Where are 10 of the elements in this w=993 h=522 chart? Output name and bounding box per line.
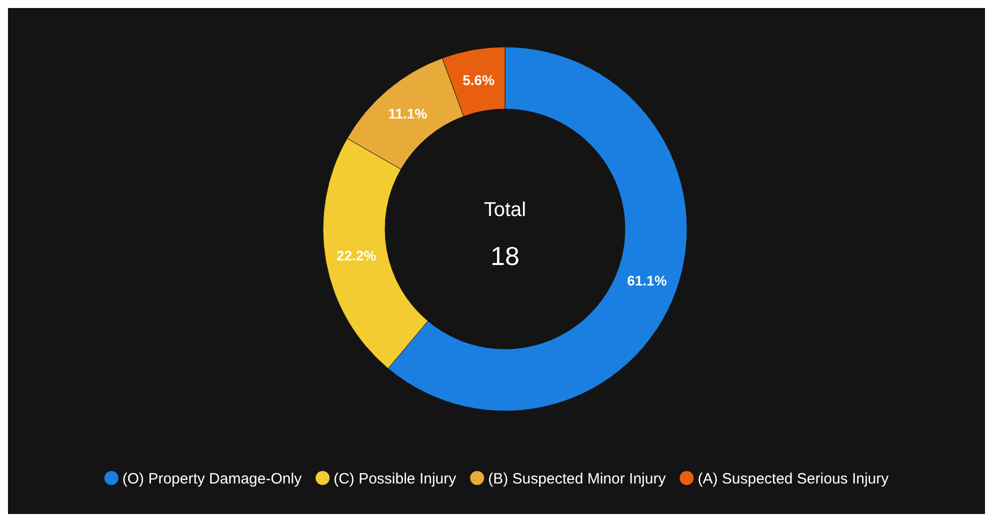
data-label: 61.1% bbox=[627, 272, 668, 288]
legend-label: (O) Property Damage-Only bbox=[122, 470, 302, 488]
text: 18 bbox=[490, 241, 520, 271]
data-label: 22.2% bbox=[336, 247, 377, 264]
data-label: 11.1% bbox=[388, 105, 428, 122]
legend-label: (C) Possible Injury bbox=[334, 470, 457, 488]
legend-label: (B) Suspected Minor Injury bbox=[488, 470, 666, 488]
text: Total bbox=[484, 199, 526, 221]
legend-label: (A) Suspected Serious Injury bbox=[698, 470, 890, 488]
data-label: 5.6% bbox=[462, 72, 496, 88]
